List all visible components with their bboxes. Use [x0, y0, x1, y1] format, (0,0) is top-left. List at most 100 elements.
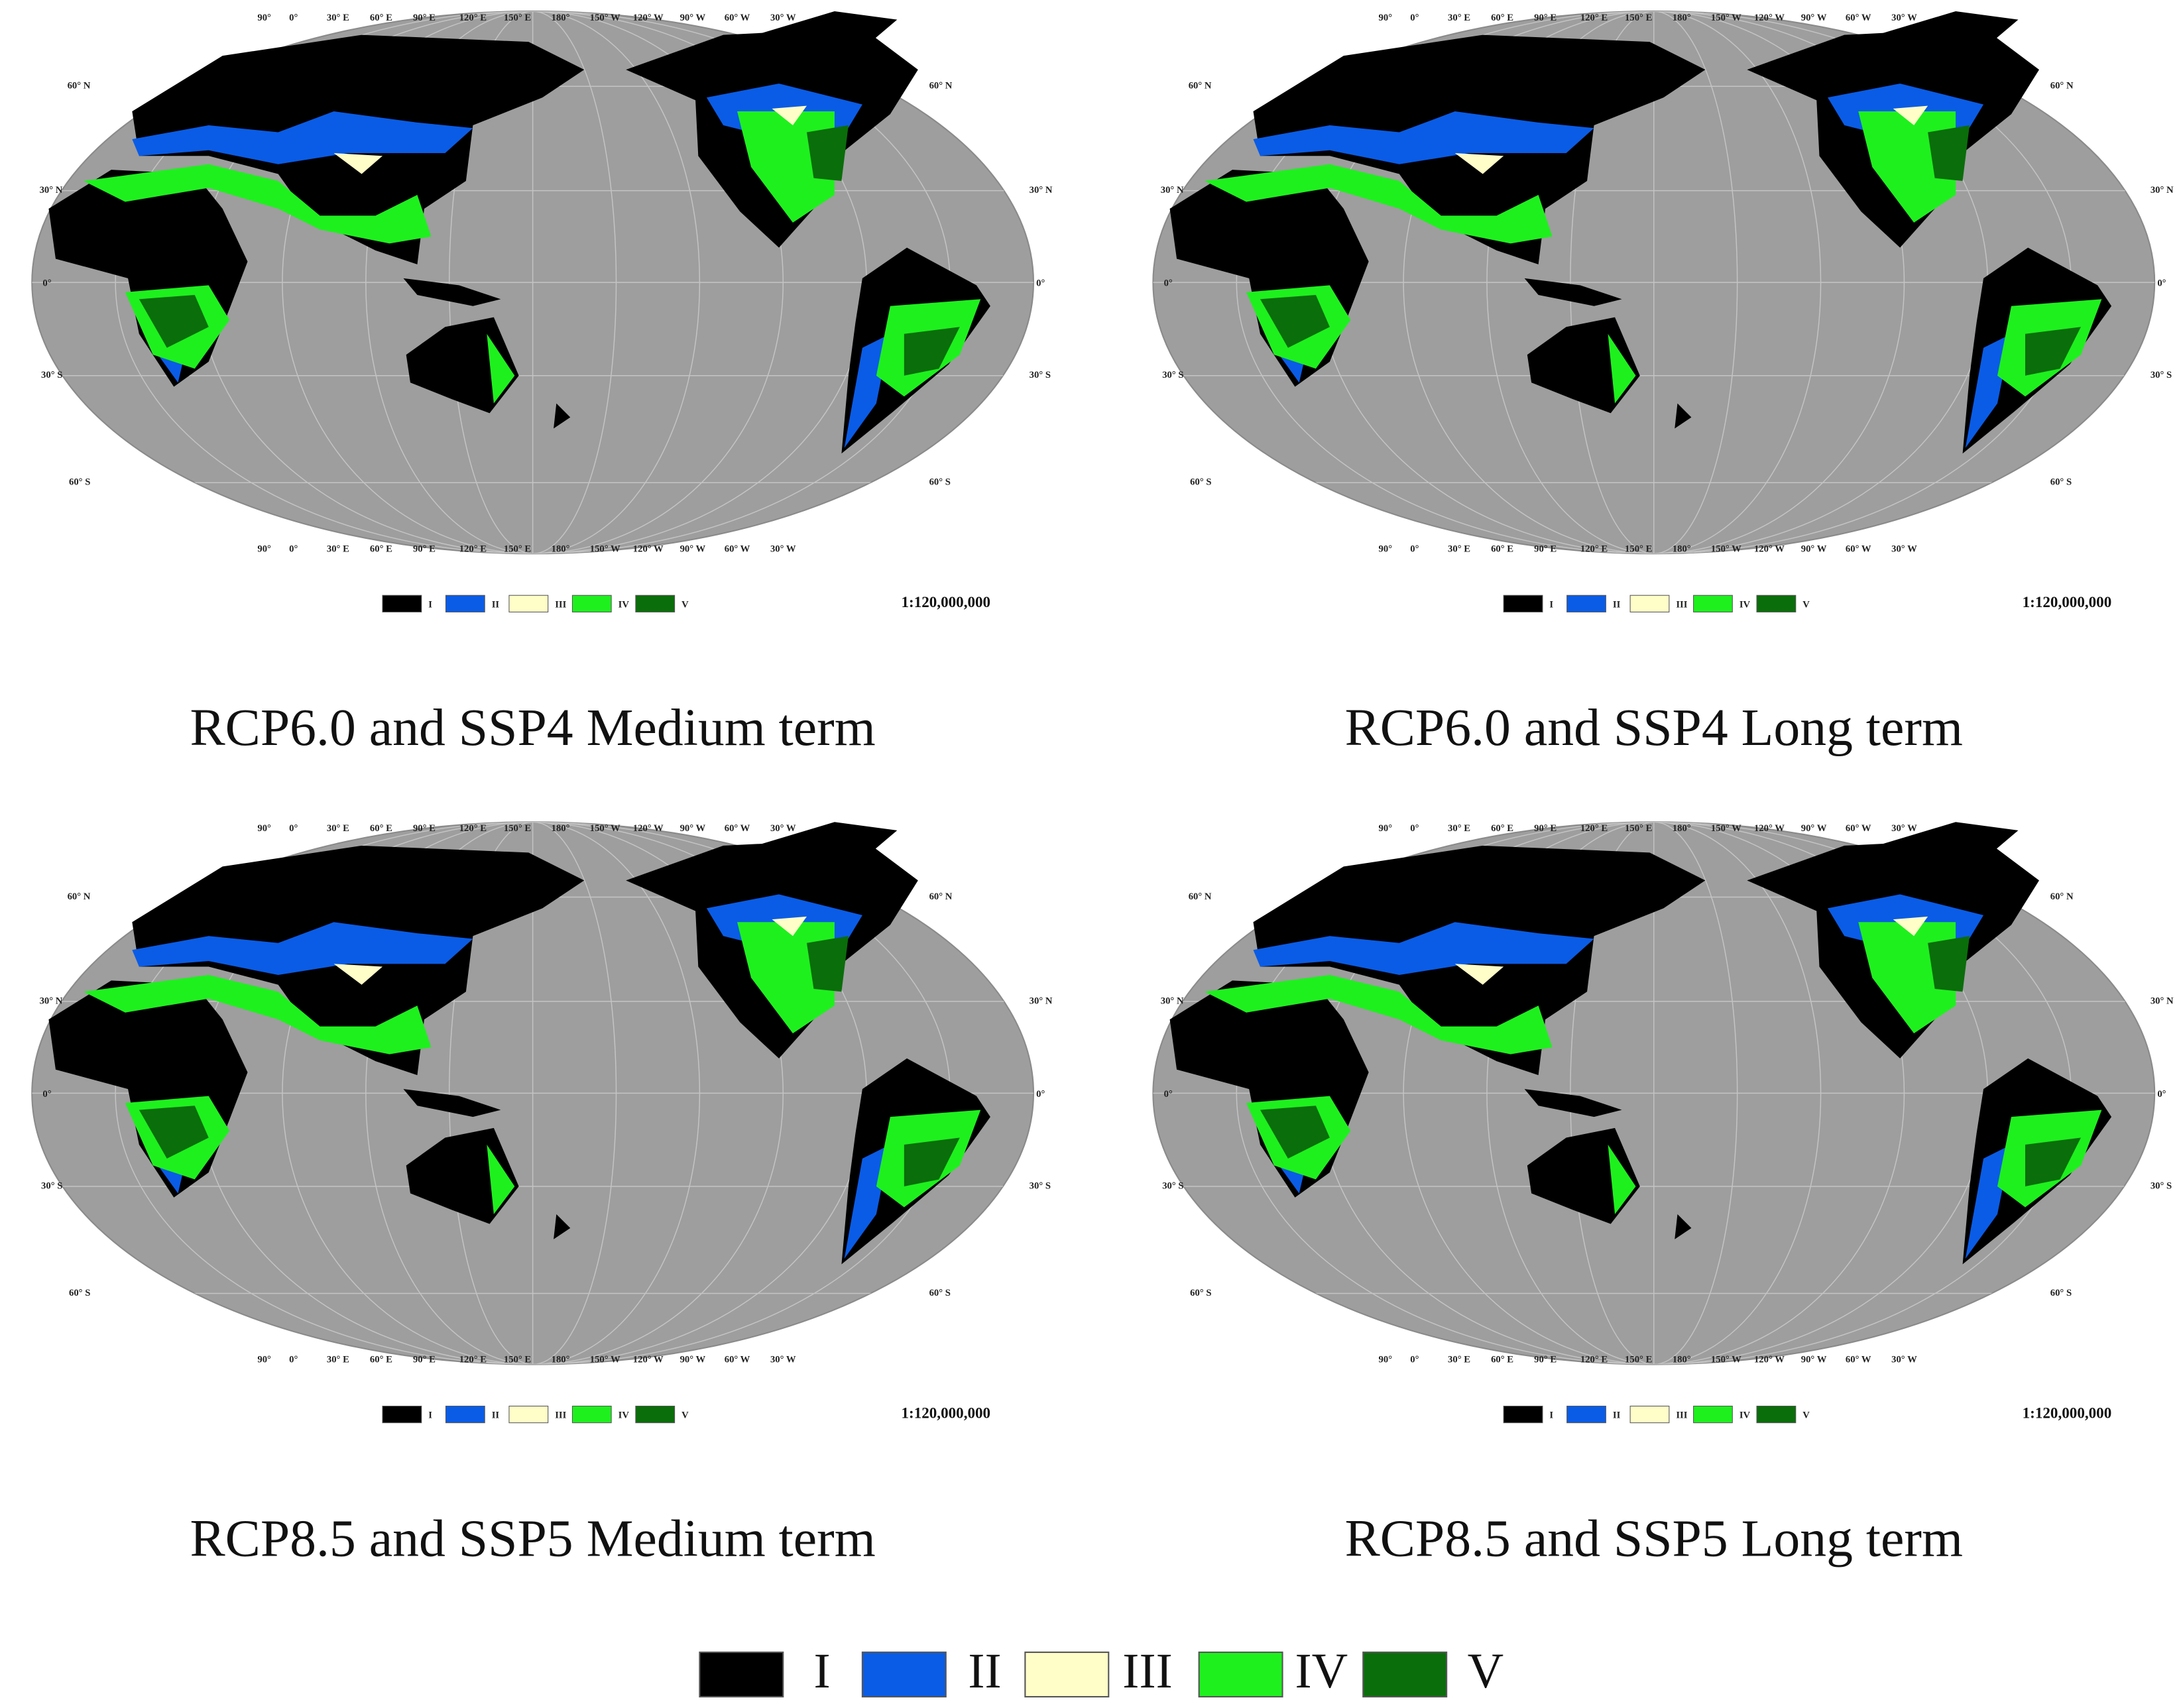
longitude-label: 30° E — [1448, 13, 1470, 23]
latitude-label: 60° N — [68, 891, 91, 902]
legend-label: V — [681, 599, 689, 610]
latitude-label: 30° S — [2151, 370, 2172, 380]
longitude-label: 180° — [1673, 823, 1691, 834]
longitude-label: 30° E — [1448, 823, 1470, 834]
longitude-label: 0° — [289, 823, 298, 834]
latitude-label: 60° S — [1190, 477, 1211, 488]
longitude-label: 120° W — [633, 543, 664, 554]
latitude-label: 60° N — [2050, 891, 2074, 902]
latitude-label: 30° S — [1030, 370, 1051, 380]
map-scale: 1:120,000,000 — [2023, 1404, 2112, 1421]
panel-title: RCP8.5 and SSP5 Medium term — [190, 1510, 875, 1568]
longitude-label: 30° E — [327, 1355, 349, 1365]
panel-title: RCP8.5 and SSP5 Long term — [1345, 1510, 1963, 1568]
longitude-label: 150° E — [504, 1355, 532, 1365]
longitude-label: 90° — [1379, 543, 1393, 554]
latitude-label: 0° — [42, 278, 51, 289]
legend-label: II — [968, 1644, 1001, 1699]
longitude-label: 90° E — [413, 823, 436, 834]
map-scale: 1:120,000,000 — [901, 1404, 990, 1421]
legend-label: II — [492, 1410, 500, 1421]
longitude-label: 120° W — [633, 13, 664, 23]
latitude-label: 30° N — [40, 996, 63, 1006]
longitude-label: 90° — [257, 1355, 271, 1365]
longitude-label: 90° W — [1801, 13, 1827, 23]
longitude-label: 0° — [289, 543, 298, 554]
longitude-label: 60° W — [725, 823, 750, 834]
longitude-label: 30° W — [1891, 1355, 1917, 1365]
longitude-label: 90° — [1379, 13, 1393, 23]
longitude-label: 30° E — [1448, 1355, 1470, 1365]
latitude-label: 0° — [1164, 1089, 1173, 1100]
longitude-label: 60° E — [1491, 823, 1513, 834]
legend-label: III — [1676, 1410, 1687, 1421]
latitude-label: 30° N — [1030, 996, 1053, 1006]
longitude-label: 120° W — [1754, 543, 1785, 554]
longitude-label: 120° W — [1754, 13, 1785, 23]
legend-swatch — [699, 1651, 784, 1698]
longitude-label: 60° W — [1846, 1355, 1871, 1365]
latitude-label: 60° S — [2050, 477, 2072, 488]
longitude-label: 60° E — [370, 1355, 392, 1365]
longitude-label: 180° — [1673, 13, 1691, 23]
legend-swatch — [635, 1405, 676, 1424]
longitude-label: 90° — [1379, 1355, 1393, 1365]
latitude-label: 60° N — [68, 81, 91, 91]
latitude-label: 30° N — [1161, 996, 1184, 1006]
legend-swatch — [571, 595, 612, 612]
latitude-label: 60° N — [1189, 81, 1212, 91]
longitude-label: 120° E — [1580, 1355, 1608, 1365]
legend-swatch — [382, 595, 422, 612]
legend-swatch — [635, 595, 676, 612]
longitude-label: 180° — [1673, 543, 1691, 554]
legend-label: IV — [619, 599, 630, 610]
legend-label: III — [555, 599, 566, 610]
longitude-label: 150° E — [1625, 13, 1653, 23]
legend-swatch — [1198, 1651, 1283, 1698]
legend-swatch — [1024, 1651, 1110, 1698]
longitude-label: 90° E — [1534, 543, 1557, 554]
longitude-label: 60° E — [370, 543, 392, 554]
longitude-label: 150° W — [590, 1355, 620, 1365]
longitude-label: 120° W — [633, 823, 664, 834]
longitude-label: 150° W — [1711, 543, 1741, 554]
longitude-label: 90° — [1379, 823, 1393, 834]
longitude-label: 180° — [552, 13, 570, 23]
legend-label: I — [428, 1410, 432, 1421]
latitude-label: 60° S — [929, 1288, 951, 1298]
map-panel: 90° 90° 0° 0° 30° E 30° E 60° E 60° E 90° E 90° E… — [1149, 0, 2174, 757]
latitude-label: 30° N — [40, 185, 63, 196]
latitude-label: 0° — [1164, 278, 1173, 289]
legend-label: III — [1676, 599, 1687, 610]
legend-swatch — [1693, 595, 1733, 612]
latitude-label: 30° S — [41, 1180, 62, 1191]
latitude-label: 30° S — [1030, 1180, 1051, 1191]
longitude-label: 0° — [1410, 1355, 1419, 1365]
longitude-label: 150° E — [504, 823, 532, 834]
longitude-label: 150° W — [590, 543, 620, 554]
longitude-label: 90° E — [413, 1355, 436, 1365]
latitude-label: 60° S — [69, 1288, 90, 1298]
longitude-label: 150° E — [1625, 543, 1653, 554]
latitude-label: 30° N — [2151, 185, 2174, 196]
legend-swatch — [571, 1405, 612, 1424]
legend-swatch — [508, 595, 549, 612]
longitude-label: 30° W — [1891, 823, 1917, 834]
legend-label: III — [1122, 1644, 1172, 1699]
longitude-label: 120° E — [459, 823, 487, 834]
longitude-label: 180° — [1673, 1355, 1691, 1365]
latitude-label: 0° — [2157, 278, 2166, 289]
map-panel: 90° 90° 0° 0° 30° E 30° E 60° E 60° E 90° E 90° E… — [28, 0, 1053, 757]
panel-title: RCP6.0 and SSP4 Medium term — [190, 699, 875, 757]
longitude-label: 0° — [289, 13, 298, 23]
longitude-label: 90° W — [1801, 823, 1827, 834]
legend-swatch — [445, 595, 485, 612]
longitude-label: 30° E — [1448, 543, 1470, 554]
latitude-label: 30° S — [41, 370, 62, 380]
latitude-label: 0° — [1036, 1089, 1045, 1100]
longitude-label: 90° W — [1801, 543, 1827, 554]
longitude-label: 150° E — [1625, 1355, 1653, 1365]
latitude-label: 60° N — [1189, 891, 1212, 902]
legend-label: III — [555, 1410, 566, 1421]
legend-label: IV — [1739, 1410, 1751, 1421]
